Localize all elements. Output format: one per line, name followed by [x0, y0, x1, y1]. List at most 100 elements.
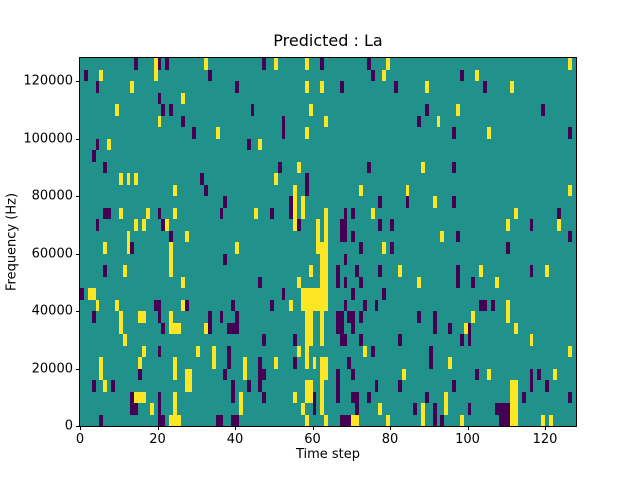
heatmap-cell-low: [351, 288, 356, 300]
heatmap-cell-high: [242, 357, 247, 369]
heatmap-cell-low: [362, 299, 367, 311]
heatmap-cell-low: [161, 322, 166, 334]
heatmap-cell-low: [506, 242, 511, 254]
heatmap-cell-low: [289, 207, 294, 219]
heatmap-cell-high: [320, 265, 325, 277]
heatmap-cell-low: [312, 391, 317, 403]
heatmap-cell-high: [91, 288, 96, 300]
heatmap-cell-low: [452, 380, 456, 392]
x-tick-label: 120: [532, 432, 558, 447]
heatmap-cell-high: [304, 288, 309, 300]
heatmap-cell-high: [118, 207, 123, 219]
heatmap-cell-high: [273, 173, 278, 185]
x-tick-mark: [467, 426, 469, 430]
x-tick-mark: [235, 426, 236, 430]
y-tick-label: 0: [64, 418, 73, 434]
heatmap-cell-low: [378, 196, 383, 208]
heatmap-cell-high: [436, 115, 441, 127]
heatmap-cell-low: [289, 196, 294, 208]
heatmap-cell-low: [95, 81, 100, 93]
heatmap-cell-low: [157, 414, 162, 426]
heatmap-cell-low: [157, 403, 162, 415]
heatmap-cell-low: [359, 334, 363, 346]
heatmap-cell-high: [300, 403, 305, 415]
heatmap-cell-high: [297, 161, 301, 173]
heatmap-cell-high: [173, 207, 177, 219]
heatmap-cell-high: [95, 299, 100, 311]
heatmap-cell-high: [324, 368, 328, 380]
heatmap-cell-low: [258, 276, 263, 288]
heatmap-cell-high: [421, 414, 425, 426]
heatmap-cell-high: [308, 288, 313, 300]
heatmap-cell-low: [235, 414, 239, 426]
heatmap-cell-high: [444, 391, 449, 403]
heatmap-cell-low: [235, 311, 239, 323]
heatmap-cell-high: [514, 403, 518, 415]
heatmap-cell-low: [459, 69, 464, 81]
y-tick-label: 100000: [23, 131, 73, 146]
heatmap-cell-high: [173, 322, 177, 334]
y-tick-mark: [76, 311, 80, 312]
heatmap-cell-low: [359, 276, 363, 288]
heatmap-cell-low: [103, 207, 108, 219]
heatmap-cell-high: [312, 357, 317, 369]
heatmap-cell-low: [366, 161, 371, 173]
heatmap-cell-low: [529, 380, 534, 392]
heatmap-cell-high: [312, 299, 317, 311]
y-tick-label: 20000: [31, 361, 73, 376]
heatmap-cell-low: [219, 311, 224, 323]
heatmap-cell-low: [107, 207, 111, 219]
heatmap-cell-high: [297, 276, 301, 288]
heatmap-cell-high: [142, 345, 146, 357]
heatmap-cell-low: [343, 414, 348, 426]
x-axis-label: Time step: [295, 447, 361, 462]
heatmap-cell-low: [405, 196, 410, 208]
heatmap-cell-low: [424, 104, 429, 116]
heatmap-cell-high: [196, 345, 201, 357]
heatmap-plot: [79, 57, 577, 427]
heatmap-cell-high: [421, 403, 425, 415]
heatmap-cell-low: [374, 299, 379, 311]
heatmap-cell-high: [184, 380, 189, 392]
heatmap-cell-low: [359, 242, 363, 254]
heatmap-cell-high: [359, 184, 363, 196]
heatmap-cell-low: [157, 391, 162, 403]
heatmap-cell-low: [207, 69, 212, 81]
heatmap-cell-low: [339, 311, 344, 323]
heatmap-cell-high: [99, 357, 104, 369]
heatmap-cell-low: [111, 380, 115, 392]
heatmap-cell-high: [138, 357, 142, 369]
heatmap-cell-low: [521, 391, 526, 403]
heatmap-cell-low: [455, 230, 460, 242]
heatmap-cell-low: [378, 265, 383, 277]
heatmap-cell-high: [401, 368, 406, 380]
heatmap-cell-low: [304, 184, 309, 196]
heatmap-cell-high: [304, 380, 309, 392]
y-tick-mark: [76, 196, 80, 197]
heatmap-cell-low: [347, 414, 352, 426]
chart-title: Predicted : La: [273, 31, 383, 50]
heatmap-cell-low: [351, 368, 356, 380]
heatmap-cell-low: [231, 414, 235, 426]
heatmap-cell-high: [114, 299, 119, 311]
heatmap-cell-low: [471, 276, 476, 288]
heatmap-cell-high: [455, 104, 460, 116]
heatmap-cell-high: [114, 104, 119, 116]
heatmap-cell-high: [173, 403, 177, 415]
heatmap-cell-high: [320, 81, 325, 93]
heatmap-cell-low: [355, 265, 359, 277]
heatmap-cell-low: [262, 58, 266, 70]
heatmap-cell-low: [366, 58, 371, 70]
heatmap-cell-low: [537, 368, 542, 380]
heatmap-cell-high: [157, 115, 162, 127]
x-tick-label: 0: [75, 432, 85, 447]
heatmap-cell-high: [545, 265, 549, 277]
heatmap-cell-low: [339, 322, 344, 334]
heatmap-cell-high: [324, 414, 328, 426]
heatmap-cell-low: [343, 230, 348, 242]
heatmap-cell-low: [339, 414, 344, 426]
heatmap-cell-high: [238, 403, 243, 415]
heatmap-cell-high: [510, 391, 514, 403]
heatmap-cell-high: [242, 368, 247, 380]
heatmap-cell-low: [304, 173, 309, 185]
